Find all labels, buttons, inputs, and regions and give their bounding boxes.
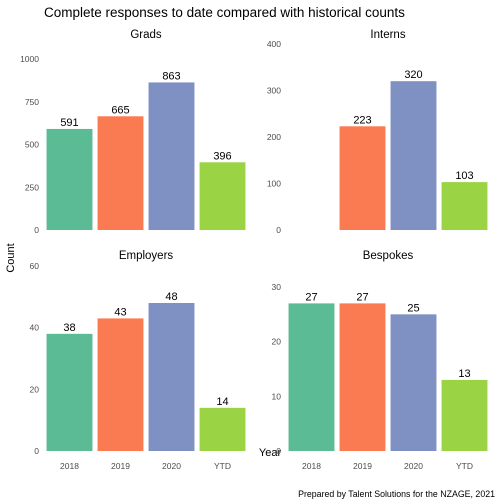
panel-grads: Grads 0 250 500 750 1000 591 665 863 396 <box>20 29 246 235</box>
bar-2018 <box>288 303 335 451</box>
y-axis-label: Count <box>5 243 17 272</box>
bar-ytd <box>199 162 246 230</box>
bar-ytd <box>441 379 488 451</box>
y-tick-label: 40 <box>30 323 40 333</box>
panel-title: Interns <box>370 29 405 41</box>
bar-ytd <box>199 407 246 451</box>
bar-ytd <box>441 182 488 230</box>
y-tick-label: 200 <box>267 132 281 142</box>
data-label: 591 <box>60 117 78 129</box>
data-label: 38 <box>63 322 75 334</box>
data-label: 320 <box>404 69 422 81</box>
x-tick-label: 2019 <box>353 461 372 471</box>
y-tick-label: 10 <box>272 391 282 401</box>
data-label: 25 <box>407 302 419 314</box>
y-tick-label: 250 <box>25 182 39 192</box>
bar-2019 <box>339 303 386 451</box>
data-label: 863 <box>162 70 180 82</box>
y-tick-label: 750 <box>25 97 39 107</box>
x-tick-label: 2018 <box>302 461 321 471</box>
x-axis-label: Year <box>259 447 282 459</box>
y-tick-label: 1000 <box>20 54 39 64</box>
data-label: 43 <box>114 306 126 318</box>
data-label: 13 <box>458 368 470 380</box>
bar-2019 <box>97 318 144 451</box>
panels-layer: Grads02505007501000591665863396Interns01… <box>20 29 488 471</box>
panel-employers: Employers 0 20 40 60 38 43 48 14 2018 2019 2020 YTD <box>30 250 246 471</box>
bar-2019 <box>339 126 386 230</box>
bar-2020 <box>148 303 195 451</box>
data-label: 396 <box>213 150 231 162</box>
panel-interns: Interns 0 100 200 300 400 223 320 103 <box>267 29 488 235</box>
data-label: 48 <box>165 291 177 303</box>
data-label: 27 <box>356 291 368 303</box>
data-label: 103 <box>455 170 473 182</box>
x-tick-label: YTD <box>214 461 231 471</box>
x-tick-label: 2019 <box>111 461 130 471</box>
panel-title: Grads <box>130 29 162 41</box>
y-tick-label: 0 <box>34 446 39 456</box>
data-label: 27 <box>305 291 317 303</box>
y-tick-label: 500 <box>25 140 39 150</box>
panel-bespokes: Bespokes 0 10 20 30 27 27 25 13 2018 2019 2020 YTD <box>272 250 488 471</box>
bar-2020 <box>390 81 437 230</box>
chart-caption: Prepared by Talent Solutions for the NZA… <box>298 489 495 499</box>
data-label: 665 <box>111 104 129 116</box>
y-tick-label: 400 <box>267 39 281 49</box>
x-tick-label: 2020 <box>404 461 423 471</box>
y-tick-label: 30 <box>272 282 282 292</box>
bar-2018 <box>46 128 93 230</box>
bar-2020 <box>390 314 437 451</box>
y-tick-label: 20 <box>30 384 40 394</box>
x-tick-label: 2020 <box>162 461 181 471</box>
data-label: 223 <box>353 114 371 126</box>
y-tick-label: 60 <box>30 261 40 271</box>
x-tick-label: 2018 <box>60 461 79 471</box>
y-tick-label: 0 <box>34 225 39 235</box>
panel-title: Employers <box>119 250 174 262</box>
x-tick-label: YTD <box>456 461 473 471</box>
y-tick-label: 100 <box>267 179 281 189</box>
y-tick-label: 0 <box>276 225 281 235</box>
y-tick-label: 0 <box>276 446 281 456</box>
chart-title: Complete responses to date compared with… <box>44 5 405 20</box>
y-tick-label: 300 <box>267 86 281 96</box>
bar-2018 <box>46 333 93 451</box>
panel-title: Bespokes <box>363 250 414 262</box>
bar-2019 <box>97 116 144 230</box>
data-label: 14 <box>216 396 228 408</box>
y-tick-label: 20 <box>272 337 282 347</box>
bar-2020 <box>148 82 195 230</box>
